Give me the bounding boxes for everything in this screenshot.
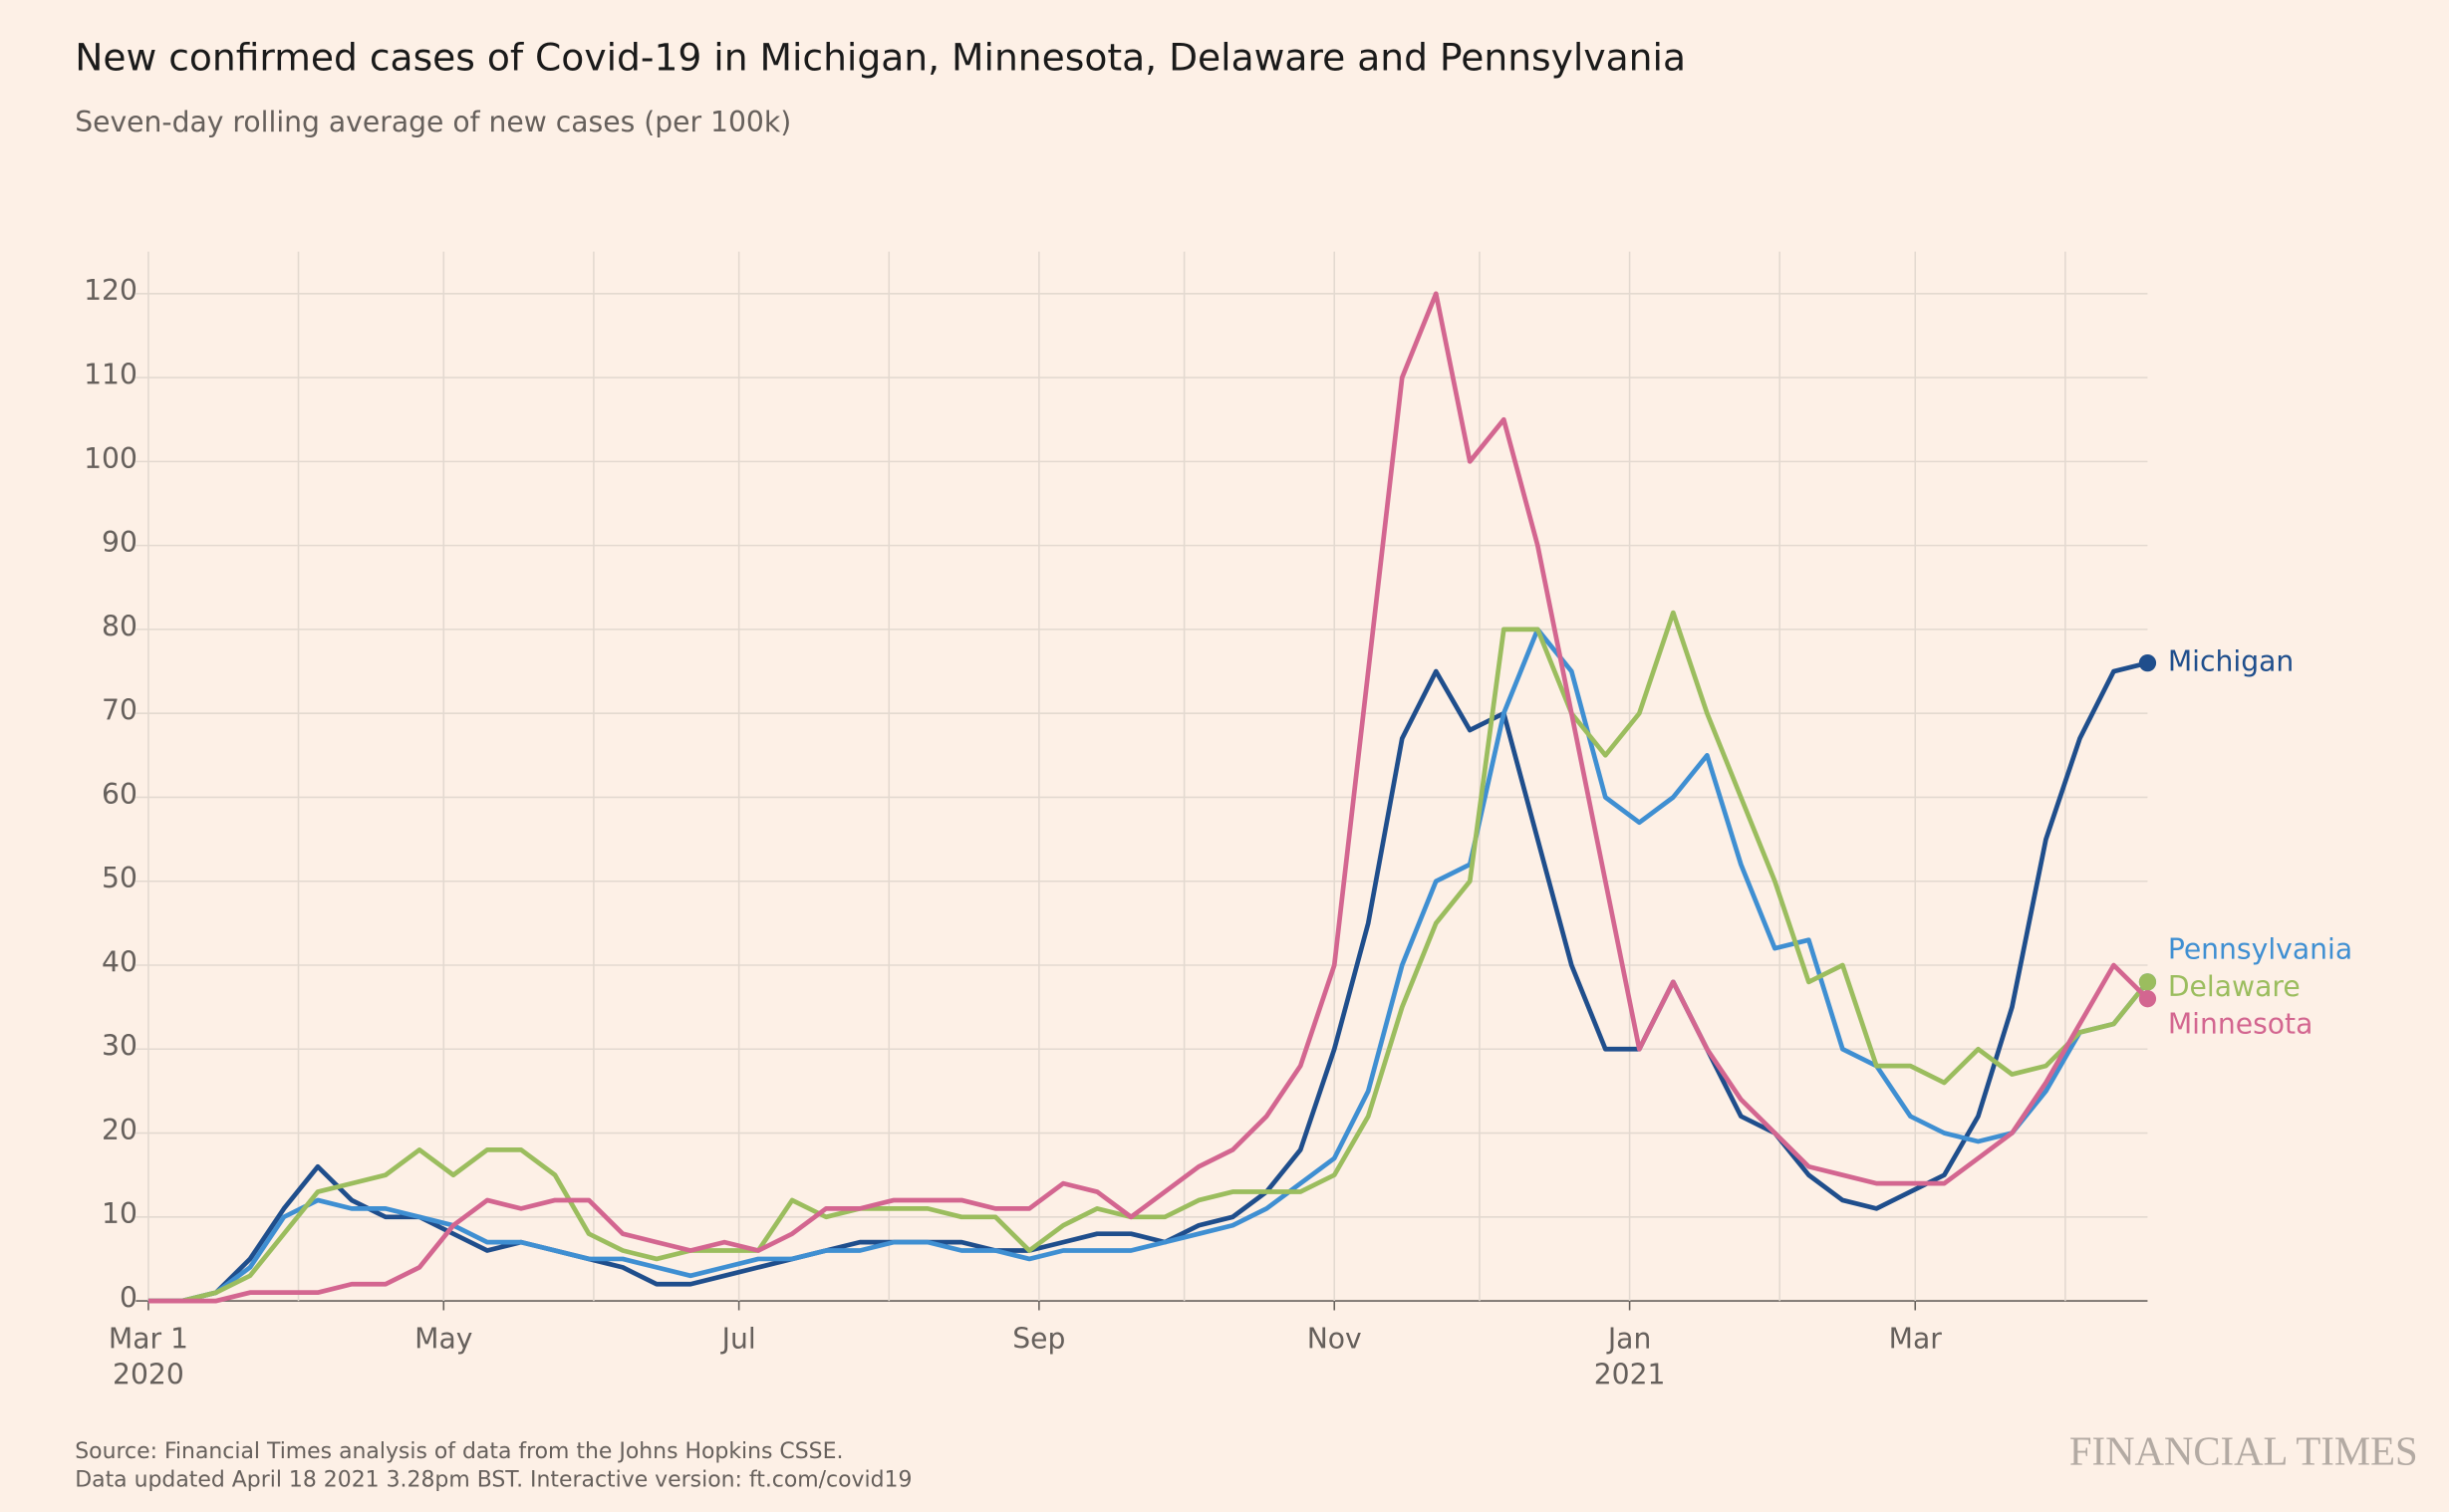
legend-label: Delaware bbox=[2168, 970, 2301, 1003]
legend-label: Michigan bbox=[2168, 645, 2294, 678]
x-tick-label: Jan 2021 bbox=[1594, 1322, 1666, 1390]
y-tick-label: 50 bbox=[102, 862, 137, 894]
chart-title: New confirmed cases of Covid-19 in Michi… bbox=[75, 35, 1686, 79]
x-tick-label: Mar 1 2020 bbox=[109, 1322, 188, 1390]
x-tick-label: Jul bbox=[720, 1322, 756, 1355]
y-tick-label: 80 bbox=[102, 610, 137, 642]
y-tick-label: 70 bbox=[102, 694, 137, 727]
note: Data updated April 18 2021 3.28pm BST. I… bbox=[75, 1467, 912, 1492]
y-tick-label: 110 bbox=[84, 359, 137, 391]
end-point bbox=[2138, 990, 2157, 1008]
x-tick-label: Nov bbox=[1307, 1322, 1362, 1355]
y-tick-label: 90 bbox=[102, 526, 137, 559]
x-tick-label: Mar bbox=[1889, 1322, 1943, 1355]
chart-subtitle: Seven-day rolling average of new cases (… bbox=[75, 106, 791, 138]
x-tick-label: Sep bbox=[1012, 1322, 1065, 1355]
y-tick-label: 10 bbox=[102, 1197, 137, 1230]
y-tick-label: 20 bbox=[102, 1114, 137, 1146]
series-line bbox=[147, 660, 2149, 1304]
legend-label: Pennsylvania bbox=[2168, 932, 2352, 965]
legend-label: Minnesota bbox=[2168, 1008, 2313, 1041]
end-point bbox=[2138, 653, 2157, 672]
series-line bbox=[147, 291, 2150, 1304]
series-line bbox=[147, 610, 2150, 1304]
end-point bbox=[2138, 973, 2157, 991]
brand: FINANCIAL TIMES bbox=[2069, 1429, 2418, 1474]
source: Source: Financial Times analysis of data… bbox=[75, 1439, 843, 1464]
y-tick-label: 100 bbox=[84, 442, 137, 475]
y-tick-label: 30 bbox=[102, 1030, 137, 1063]
y-tick-label: 60 bbox=[102, 778, 137, 811]
y-tick-label: 0 bbox=[120, 1282, 137, 1315]
series-line bbox=[147, 627, 2150, 1304]
y-tick-label: 40 bbox=[102, 945, 137, 978]
y-tick-label: 120 bbox=[84, 274, 137, 307]
x-tick-label: May bbox=[414, 1322, 472, 1355]
